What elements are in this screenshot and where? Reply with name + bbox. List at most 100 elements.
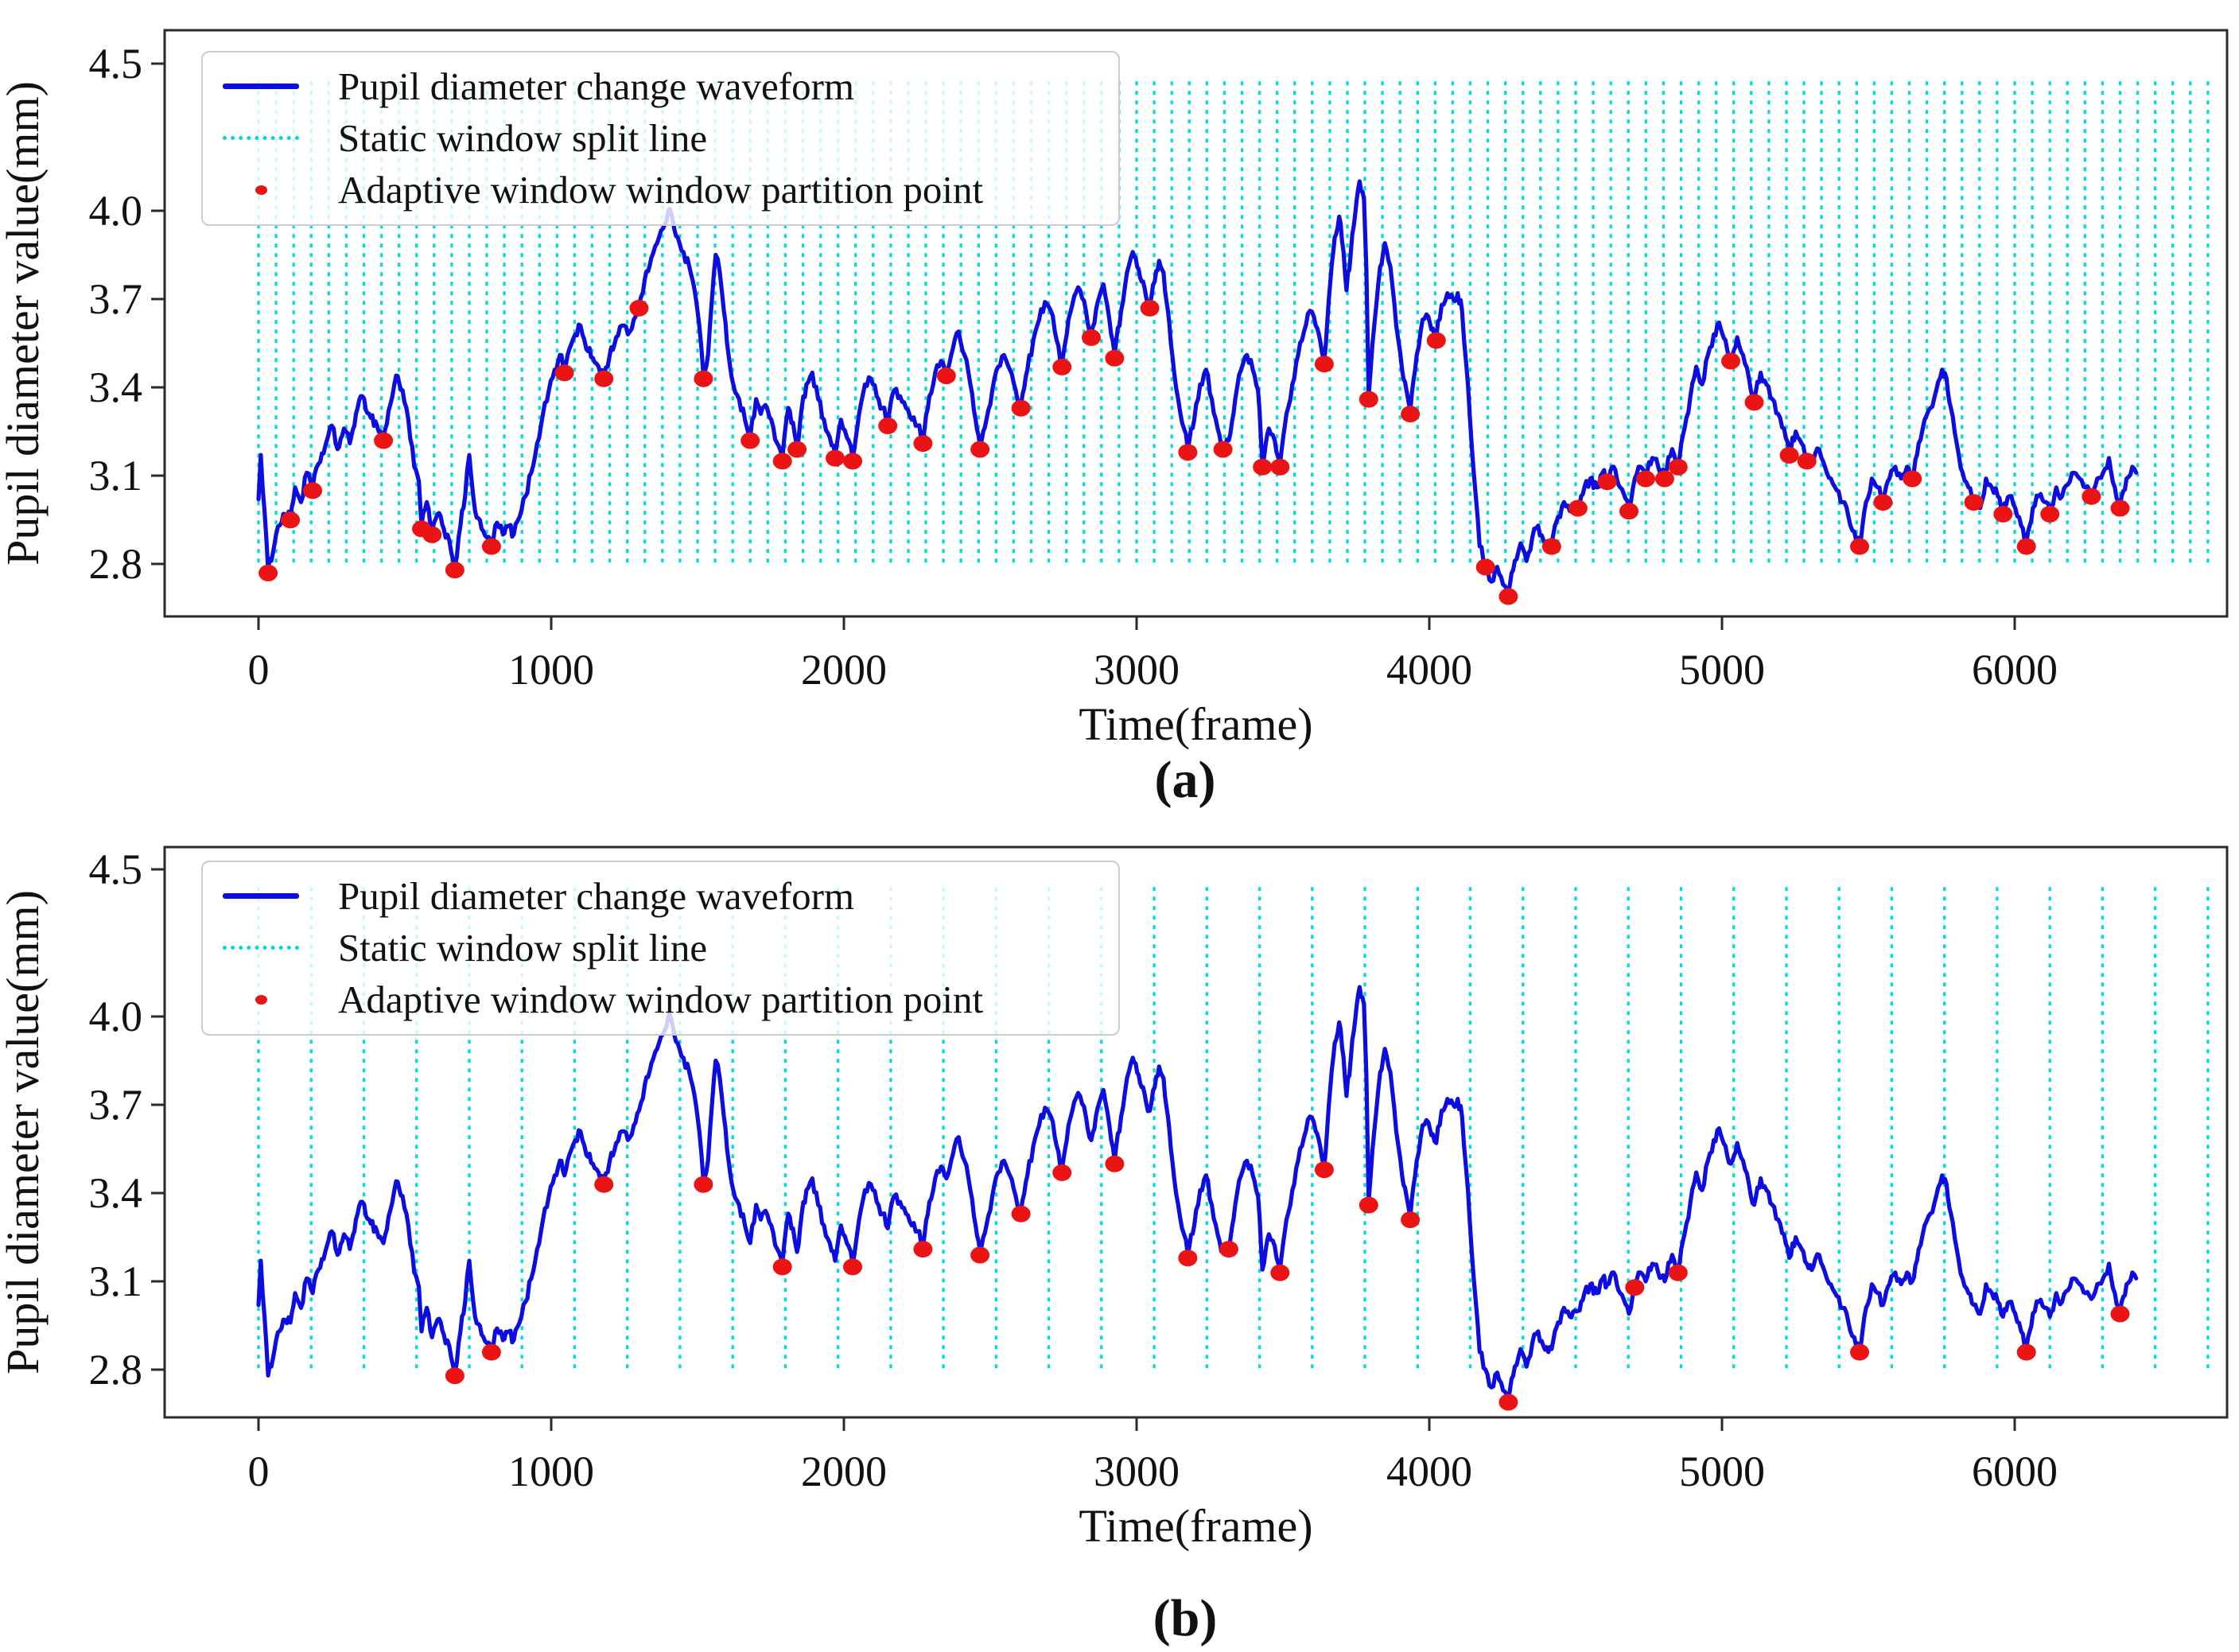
y-tick-label: 3.7 — [89, 275, 143, 323]
adaptive-partition-point — [445, 562, 465, 579]
adaptive-partition-point — [281, 511, 301, 529]
legend-label: Static window split line — [338, 926, 708, 970]
x-tick-label: 2000 — [801, 646, 887, 694]
x-tick-label: 3000 — [1094, 646, 1180, 694]
adaptive-partition-point — [1011, 399, 1031, 417]
adaptive-partition-point — [1744, 394, 1764, 411]
adaptive-partition-point — [936, 367, 956, 384]
adaptive-partition-point — [1597, 473, 1617, 491]
x-tick-label: 6000 — [1972, 1448, 2058, 1495]
adaptive-partition-point — [2016, 1343, 2036, 1361]
adaptive-partition-point — [1082, 328, 1101, 346]
pupil-diameter-waveform — [256, 985, 2139, 1401]
adaptive-partition-point — [1903, 470, 1922, 488]
adaptive-partition-point — [1270, 1264, 1290, 1281]
adaptive-partition-point — [1541, 538, 1561, 555]
adaptive-partition-point — [1475, 558, 1495, 576]
legend-item-split-line: Static window split line — [209, 927, 1112, 970]
adaptive-partition-point — [1850, 1343, 1869, 1361]
adaptive-partition-point — [826, 449, 845, 467]
adaptive-partition-point — [1668, 1264, 1688, 1281]
split-line-sample — [209, 136, 313, 141]
adaptive-partition-point — [1668, 458, 1688, 476]
y-tick-label: 3.7 — [89, 1081, 143, 1129]
x-tick-label: 4000 — [1386, 646, 1472, 694]
x-tick-label: 4000 — [1386, 1448, 1472, 1495]
x-tick-label: 0 — [248, 646, 270, 694]
y-tick-label: 2.8 — [89, 540, 143, 588]
adaptive-partition-point — [1270, 458, 1290, 476]
adaptive-partition-point — [1359, 391, 1378, 408]
legend-label: Pupil diameter change waveform — [338, 64, 855, 108]
waveform-line-sample — [209, 893, 313, 900]
adaptive-partition-point — [1568, 499, 1588, 517]
legend-chart-a: Pupil diameter change waveform Static wi… — [201, 51, 1120, 226]
adaptive-partition-point — [1219, 1241, 1238, 1258]
x-axis-label: Time(frame) — [1079, 1500, 1312, 1552]
caption-a: (a) — [1155, 751, 1216, 809]
adaptive-partition-point — [1636, 470, 1655, 488]
adaptive-partition-point — [1873, 494, 1893, 511]
chart-b: 0 1000 2000 3000 4000 5000 6000 4.5 4.0 3.7 3.4 3.1… — [0, 845, 2229, 1647]
adaptive-partition-point — [1779, 446, 1799, 464]
adaptive-partition-point — [1253, 458, 1273, 476]
adaptive-partition-point — [1105, 349, 1125, 367]
adaptive-partition-point — [741, 432, 760, 449]
adaptive-partition-point — [772, 453, 792, 470]
adaptive-partition-point — [843, 453, 862, 470]
y-tick-label: 3.1 — [89, 452, 143, 499]
adaptive-partition-point — [1105, 1155, 1125, 1172]
waveform-line-sample — [209, 84, 313, 90]
adaptive-partition-point — [1993, 505, 2013, 523]
adaptive-partition-point — [1498, 1394, 1518, 1411]
adaptive-partition-point — [2110, 499, 2130, 517]
legend-label: Static window split line — [338, 116, 708, 161]
split-line-sample — [209, 946, 313, 950]
y-tick-label: 3.4 — [89, 1169, 143, 1217]
partition-point-sample — [209, 185, 313, 196]
y-tick-label: 4.5 — [89, 40, 143, 87]
adaptive-partition-point — [481, 1343, 501, 1361]
y-tick-label: 4.5 — [89, 845, 143, 893]
adaptive-partition-point — [1011, 1205, 1031, 1222]
adaptive-partition-point — [303, 482, 323, 499]
x-tick-label: 5000 — [1679, 646, 1765, 694]
adaptive-partition-point — [1314, 356, 1334, 373]
x-tick-label: 2000 — [801, 1448, 887, 1495]
adaptive-partition-point — [1797, 453, 1817, 470]
adaptive-partition-point — [258, 564, 278, 581]
adaptive-partition-point — [2082, 488, 2101, 505]
axes-box — [163, 29, 2229, 618]
adaptive-partition-point — [374, 432, 394, 449]
x-tick-label: 1000 — [508, 1448, 594, 1495]
chart-a: 0 1000 2000 3000 4000 5000 6000 4.5 4.0 3.7 3.4 3.1… — [0, 29, 2229, 809]
x-axis-label: Time(frame) — [1079, 698, 1312, 750]
adaptive-partition-point — [1052, 358, 1072, 375]
y-axis-label: Pupil diameter value(mm) — [0, 81, 49, 566]
y-tick-label: 4.0 — [89, 187, 143, 235]
adaptive-partition-point — [913, 1241, 933, 1258]
adaptive-partition-point — [694, 370, 713, 387]
adaptive-partition-point — [1498, 588, 1518, 605]
y-axis-label: Pupil diameter value(mm) — [0, 890, 49, 1374]
adaptive-partition-point — [481, 538, 501, 555]
adaptive-partition-point — [1625, 1279, 1645, 1296]
partition-point-sample — [209, 995, 313, 1005]
adaptive-partition-point — [1052, 1164, 1072, 1181]
legend-item-waveform: Pupil diameter change waveform — [209, 64, 1112, 108]
adaptive-partition-point — [1213, 441, 1233, 458]
adaptive-partition-point — [1401, 406, 1421, 423]
adaptive-partition-point — [1619, 503, 1638, 520]
x-tick-label: 1000 — [508, 646, 594, 694]
adaptive-partition-point — [1178, 444, 1198, 461]
adaptive-partition-point — [594, 1176, 614, 1193]
adaptive-partition-point — [694, 1176, 713, 1193]
adaptive-partition-point — [1426, 332, 1446, 349]
adaptive-partition-point — [1178, 1250, 1198, 1267]
x-tick-label: 0 — [248, 1448, 270, 1495]
y-tick-label: 2.8 — [89, 1346, 143, 1394]
y-tick-label: 3.4 — [89, 363, 143, 411]
adaptive-partition-point — [787, 441, 807, 458]
